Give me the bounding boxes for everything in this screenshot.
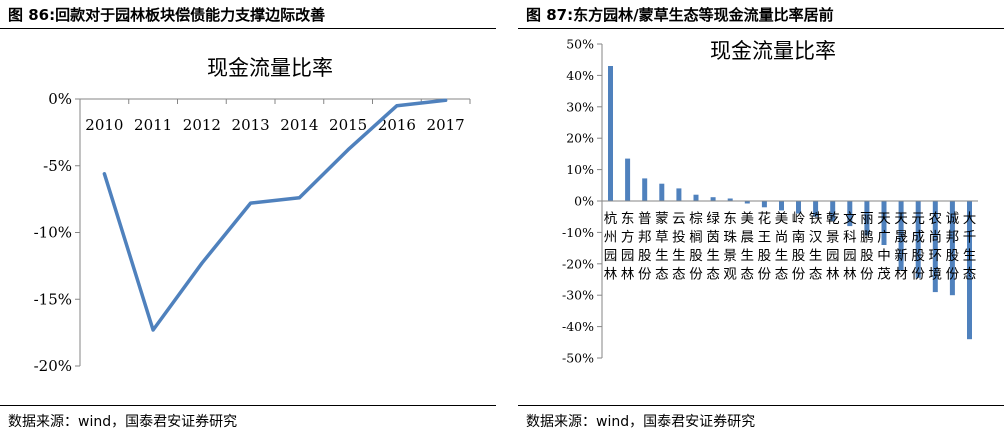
right-bottom-rule	[518, 405, 1004, 406]
right-bar	[796, 201, 801, 214]
right-y-tick-label: 0%	[574, 194, 594, 209]
right-category-label: 天广中茂	[877, 211, 891, 283]
left-x-tick-label: 2016	[378, 116, 416, 134]
right-y-tick-label: -50%	[562, 351, 594, 366]
left-x-tick-label: 2017	[427, 116, 465, 134]
right-bar	[847, 201, 853, 227]
right-bar	[779, 201, 784, 211]
left-y-tick-label: 0%	[48, 90, 72, 108]
right-category-label: 天晟新材	[894, 211, 908, 283]
right-bar	[813, 201, 819, 217]
right-source-note: 数据来源：wind，国泰君安证券研究	[526, 414, 756, 430]
right-category-label: 杭州园林	[604, 211, 618, 283]
right-bar	[744, 201, 750, 204]
left-chart-title: 现金流量比率	[207, 56, 333, 80]
right-chart-title: 现金流量比率	[710, 39, 836, 63]
right-category-label: 大千生态	[963, 211, 977, 283]
left-source-note: 数据来源：wind，国泰君安证券研究	[8, 414, 238, 430]
left-data-point	[395, 104, 399, 108]
left-data-point	[249, 201, 253, 205]
right-figure-title: 图 87:东方园林/蒙草生态等现金流量比率居前	[526, 6, 834, 24]
right-bar	[659, 183, 665, 201]
left-data-point	[346, 148, 350, 152]
left-figure-title: 图 86:回款对于园林板块偿债能力支撑边际改善	[8, 6, 326, 24]
left-data-point	[200, 261, 204, 265]
left-y-tick-label: -15%	[34, 290, 72, 308]
right-y-tick-label: 30%	[566, 99, 594, 114]
left-data-point	[444, 98, 448, 102]
left-x-tick-label: 2012	[183, 116, 221, 134]
right-bar	[898, 201, 904, 271]
left-data-point	[297, 196, 301, 200]
right-category-label: 美晨生态	[741, 211, 755, 283]
right-category-label: 农尚环境	[929, 211, 943, 283]
right-y-tick-label: 40%	[566, 68, 594, 83]
right-category-label: 蒙草生态	[655, 211, 669, 283]
right-category-label: 铁汉生态	[809, 211, 823, 283]
right-category-label: 东珠景观	[723, 211, 737, 283]
left-series-line	[102, 98, 448, 332]
right-y-tick-label: -10%	[562, 225, 594, 240]
right-bar	[949, 201, 955, 296]
left-bottom-rule	[0, 405, 496, 406]
right-category-label: 棕榈股份	[689, 211, 703, 283]
right-y-tick-label: 10%	[566, 162, 594, 177]
right-category-label: 普邦股份	[638, 211, 652, 283]
left-x-tick-label: 2015	[329, 116, 367, 134]
left-x-tick-label: 2010	[85, 116, 123, 134]
right-bar	[881, 201, 887, 245]
right-category-label: 乾景园林	[826, 211, 840, 283]
right-y-tick-label: -40%	[562, 319, 594, 334]
right-y-tick-label: -20%	[562, 256, 594, 271]
left-figure-panel: 图 86:回款对于园林板块偿债能力支撑边际改善 现金流量比率 0% -5% -10% -…	[0, 0, 496, 446]
right-y-tick-label: 20%	[566, 131, 594, 146]
right-category-label: 花王股份	[758, 211, 772, 283]
left-y-tick-label: -10%	[34, 224, 72, 242]
right-bar	[727, 198, 733, 201]
right-y-tick-label: 50%	[566, 37, 594, 52]
right-category-label: 文科园林	[843, 211, 857, 283]
right-top-rule	[518, 28, 1004, 29]
right-category-label: 东方园林	[621, 211, 635, 283]
left-data-point	[151, 328, 155, 332]
right-category-label: 岭南股份	[792, 211, 806, 283]
right-figure-panel: 图 87:东方园林/蒙草生态等现金流量比率居前 现金流量比率 50% 40% 30% 2…	[518, 0, 1004, 446]
right-bar	[932, 201, 938, 293]
right-bar-chart: 现金流量比率 50% 40% 30% 20% 10% 0% -10% -20% -30% -40% -…	[562, 37, 978, 366]
right-category-label: 绿茵生态	[706, 211, 720, 283]
left-line-chart: 现金流量比率 0% -5% -10% -15% -20% 2010 2011 2012 2013 2…	[34, 56, 471, 375]
right-category-label: 美尚生态	[775, 211, 789, 283]
left-x-tick-label: 2011	[134, 116, 172, 134]
right-category-label: 诚邦股份	[946, 211, 960, 283]
left-x-tick-label: 2014	[280, 116, 318, 134]
left-x-tick-label: 2013	[232, 116, 270, 134]
right-bar	[710, 197, 716, 201]
right-y-tick-label: -30%	[562, 288, 594, 303]
left-y-tick-label: -5%	[43, 157, 72, 175]
left-top-rule	[0, 28, 496, 29]
right-category-label: 丽鹏股份	[860, 211, 874, 283]
right-bar	[830, 201, 836, 222]
right-category-label: 元成股份	[911, 211, 925, 283]
right-category-label: 云投生态	[672, 211, 686, 283]
right-bar	[642, 178, 648, 201]
right-bar	[676, 188, 682, 201]
right-bar	[864, 201, 870, 236]
right-bar	[761, 201, 767, 208]
left-y-tick-label: -20%	[34, 357, 72, 375]
right-bar	[608, 66, 613, 201]
right-bar	[693, 194, 699, 201]
left-data-point	[102, 172, 106, 176]
right-bar	[625, 158, 631, 201]
right-bar	[967, 201, 972, 340]
right-bar	[915, 201, 921, 278]
